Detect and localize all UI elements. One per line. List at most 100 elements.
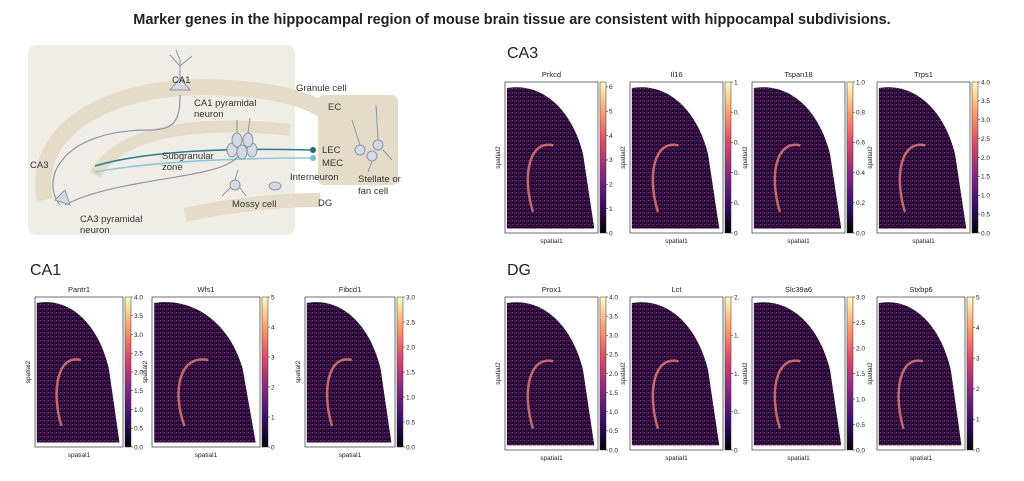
colorbar-tick-label: 0 xyxy=(734,230,738,237)
colorbar-tick-label: 0. xyxy=(734,409,740,416)
x-axis-label: spatial1 xyxy=(339,452,362,459)
y-axis-label: spatial2 xyxy=(620,362,627,385)
colorbar-tick-label: 0.6 xyxy=(856,140,865,147)
label: DG xyxy=(318,198,332,209)
label: CA3 pyramidal xyxy=(80,214,142,225)
spatial-plot: Slc39a6 spatial1 spatial2 0.0 0.5 1.0 1.5 2.0 2.… xyxy=(742,285,865,462)
colorbar-tick-label: 4 xyxy=(271,324,275,331)
panel-label: DG xyxy=(507,262,531,279)
colorbar-tick-label: 3.0 xyxy=(609,333,618,340)
y-axis-label: spatial2 xyxy=(742,362,749,385)
colorbar-tick-label: 0.5 xyxy=(134,426,143,433)
colorbar-tick-label: 2 xyxy=(976,386,980,393)
colorbar-tick-label: 5 xyxy=(271,294,275,301)
y-axis-label: spatial2 xyxy=(867,362,874,385)
colorbar-tick-label: 2 xyxy=(609,182,613,189)
axon xyxy=(52,94,181,206)
x-axis-label: spatial1 xyxy=(540,455,563,462)
label: Interneuron xyxy=(290,172,339,183)
colorbar-tick-label: 1.0 xyxy=(856,396,865,403)
colorbar-tick-label: 0.0 xyxy=(134,444,143,451)
ca1-neuron xyxy=(168,77,192,91)
colorbar-tick-label: 1. xyxy=(734,333,740,340)
colorbar-tick-label: 3.5 xyxy=(134,313,143,320)
colorbar-tick-label: 2.0 xyxy=(406,344,415,351)
spatial-plot: Prox1 spatial1 spatial2 0.0 0.5 1.0 1.5 2.0 2.5 3… xyxy=(495,285,618,462)
x-axis-label: spatial1 xyxy=(787,238,810,245)
colorbar-tick-label: 3.5 xyxy=(609,313,618,320)
colorbar-tick-label: 0. xyxy=(734,170,740,177)
spatial-plot: Wfs1 spatial1 spatial2 0 1 2 3 4 5 xyxy=(142,285,275,459)
colorbar-tick-label: 1.0 xyxy=(856,79,865,86)
colorbar-tick-label: 0. xyxy=(734,140,740,147)
terminal xyxy=(310,155,316,161)
plot-title: Il16 xyxy=(670,70,682,79)
colorbar-tick-label: 0 xyxy=(734,447,738,454)
plot-title: Tspan18 xyxy=(784,70,812,79)
colorbar-tick-label: 1 xyxy=(271,414,275,421)
colorbar-tick-label: 2. xyxy=(734,294,740,301)
colorbar xyxy=(599,296,607,451)
colorbar-tick-label: 3.0 xyxy=(981,117,990,124)
colorbar-tick-label: 3.0 xyxy=(406,294,415,301)
colorbar-tick-label: 4 xyxy=(609,133,613,140)
colorbar-tick-label: 1.0 xyxy=(134,407,143,414)
colorbar-tick-label: 2.5 xyxy=(134,351,143,358)
dendrite xyxy=(351,104,393,173)
spatial-plot: Pantr1 spatial1 spatial2 0.0 0.5 1.0 1.5 2.0 2.5… xyxy=(25,285,143,459)
colorbar-tick-label: 3.5 xyxy=(981,98,990,105)
y-axis-label: spatial2 xyxy=(495,362,502,385)
colorbar-tick-label: 2.5 xyxy=(856,320,865,327)
colorbar-tick-label: 0. xyxy=(734,110,740,117)
colorbar-tick-label: 0.5 xyxy=(981,211,990,218)
colorbar-tick-label: 2.0 xyxy=(981,155,990,162)
hippocampus-signal xyxy=(773,143,801,213)
spatial-plot: Lct spatial1 spatial2 0 0. 1. 1. 2. xyxy=(620,285,740,462)
colorbar-tick-label: 3.0 xyxy=(134,332,143,339)
spatial-plot: Stxbp6 spatial1 spatial2 0 1 2 3 4 5 xyxy=(867,285,980,462)
label: MEC xyxy=(322,158,343,169)
colorbar-tick-label: 0.0 xyxy=(981,230,990,237)
granule-cells xyxy=(226,132,258,160)
x-axis-label: spatial1 xyxy=(665,455,688,462)
colorbar xyxy=(396,296,404,448)
dendrite xyxy=(169,49,193,78)
y-axis-label: spatial2 xyxy=(295,360,302,383)
label: Subgranular xyxy=(162,151,214,162)
colorbar-tick-label: 0. xyxy=(734,200,740,207)
colorbar-tick-label: 4.0 xyxy=(981,79,990,86)
figure-title: Marker genes in the hippocampal region o… xyxy=(133,12,890,28)
plot-title: Fibcd1 xyxy=(339,285,362,294)
colorbar-tick-label: 2.0 xyxy=(134,369,143,376)
colorbar xyxy=(846,81,854,234)
y-axis-label: spatial2 xyxy=(25,360,32,383)
ca3-neuron xyxy=(54,189,71,206)
panel-label: CA1 xyxy=(30,262,61,279)
colorbar-tick-label: 0.2 xyxy=(856,200,865,207)
label: LEC xyxy=(322,145,341,156)
colorbar-tick-label: 0.5 xyxy=(856,422,865,429)
label: CA1 pyramidal xyxy=(194,98,256,109)
colorbar-tick-label: 1 xyxy=(734,79,738,86)
terminal xyxy=(310,147,316,153)
plot-title: Pantr1 xyxy=(68,285,90,294)
label: neuron xyxy=(80,225,110,236)
colorbar-tick-label: 0.5 xyxy=(406,419,415,426)
colorbar-tick-label: 1.5 xyxy=(406,369,415,376)
label: CA1 xyxy=(172,75,190,86)
label: Mossy cell xyxy=(232,199,276,210)
mossy-cell xyxy=(229,179,241,191)
label: fan cell xyxy=(358,186,388,197)
colorbar-tick-label: 0.0 xyxy=(609,447,618,454)
colorbar-tick-label: 1.0 xyxy=(609,409,618,416)
hippocampus-signal xyxy=(897,359,924,429)
colorbar-tick-label: 4 xyxy=(976,325,980,332)
label: Stellate or xyxy=(358,174,401,185)
spatial-plot: Il16 spatial1 spatial2 0 0. 0. 0. 0. 1 xyxy=(620,70,740,245)
colorbar-tick-label: 2.5 xyxy=(981,136,990,143)
hippocampus-signal xyxy=(55,358,82,427)
band xyxy=(35,79,338,202)
hippocampus-signal xyxy=(773,359,801,429)
label: CA3 xyxy=(30,160,48,171)
